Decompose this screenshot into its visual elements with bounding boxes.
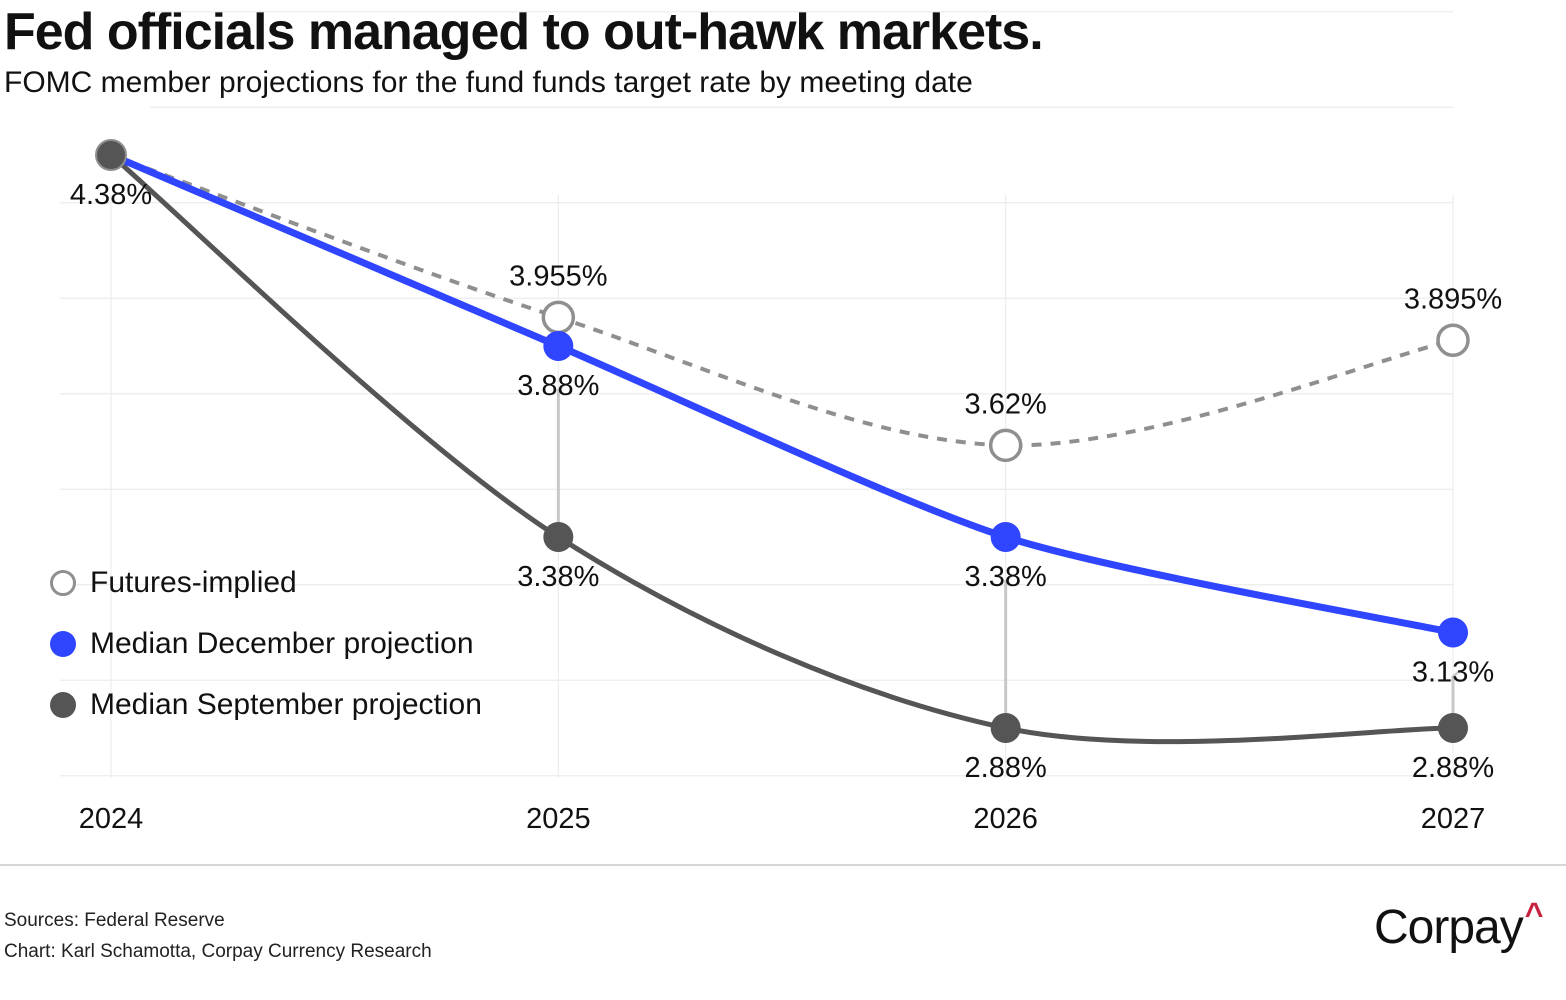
gray-dot-icon: [50, 691, 76, 718]
legend-item-december: Median December projection: [50, 613, 482, 674]
data-label-december: 3.13%: [1412, 657, 1494, 689]
data-point-september: [95, 139, 127, 171]
series-line-september: [109, 153, 1454, 745]
data-label-futures: 3.895%: [1404, 283, 1502, 315]
x-tick-label: 2027: [1421, 803, 1486, 835]
chart-title: Fed officials managed to out-hawk market…: [4, 3, 1044, 61]
sources-note: Sources: Federal Reserve: [4, 910, 225, 931]
legend-item-futures: Futures-implied: [50, 552, 482, 613]
data-point-futures: [541, 300, 576, 335]
legend: Futures-implied Median December projecti…: [50, 552, 482, 735]
data-point-september: [990, 713, 1021, 743]
chart-subtitle: FOMC member projections for the fund fun…: [4, 66, 973, 99]
data-label-september: 3.38%: [517, 561, 599, 593]
data-label-september: 2.88%: [1412, 752, 1494, 784]
open-circle-icon: [50, 569, 76, 596]
corpay-logo: Corpay^: [1374, 896, 1543, 955]
series-markers: [95, 139, 1470, 743]
data-point-december: [543, 331, 574, 361]
legend-label: Median December projection: [90, 626, 474, 660]
data-label-september: 2.88%: [965, 752, 1047, 784]
data-label-december: 3.38%: [965, 561, 1047, 593]
series-line-december: [109, 151, 1454, 636]
data-label-september: 4.38%: [70, 179, 152, 211]
x-tick-label: 2026: [973, 803, 1038, 835]
logo-text: Corpay: [1374, 901, 1524, 954]
data-labels: 3.955% 3.62% 3.895% 3.88% 3.38% 3.13% 4.38% 3.3…: [70, 179, 1502, 784]
data-point-december: [990, 522, 1021, 552]
blue-dot-icon: [50, 630, 76, 657]
series-lines: [109, 151, 1454, 745]
data-point-futures: [1436, 323, 1470, 358]
x-tick-label: 2024: [79, 803, 144, 835]
caret-icon: ^: [1524, 896, 1544, 932]
data-label-futures: 3.955%: [509, 260, 607, 292]
data-point-september: [1438, 713, 1468, 743]
data-point-december: [1438, 617, 1468, 648]
data-label-december: 3.88%: [517, 370, 599, 402]
chart-credit: Chart: Karl Schamotta, Corpay Currency R…: [4, 941, 432, 962]
data-point-september: [543, 522, 574, 552]
data-label-futures: 3.62%: [965, 388, 1047, 420]
x-tick-label: 2025: [526, 803, 591, 835]
series-line-futures: [110, 153, 1454, 448]
legend-item-september: Median September projection: [50, 674, 482, 735]
x-axis-ticks: 2024 2025 2026 2027: [79, 803, 1486, 835]
legend-label: Futures-implied: [90, 565, 297, 599]
footer-divider: [0, 864, 1566, 866]
change-arrows: [556, 384, 1460, 714]
legend-label: Median September projection: [90, 687, 482, 721]
line-chart: 3.955% 3.62% 3.895% 3.88% 3.38% 3.13% 4.38% 3.3…: [60, 11, 1502, 835]
data-point-futures: [988, 428, 1023, 463]
